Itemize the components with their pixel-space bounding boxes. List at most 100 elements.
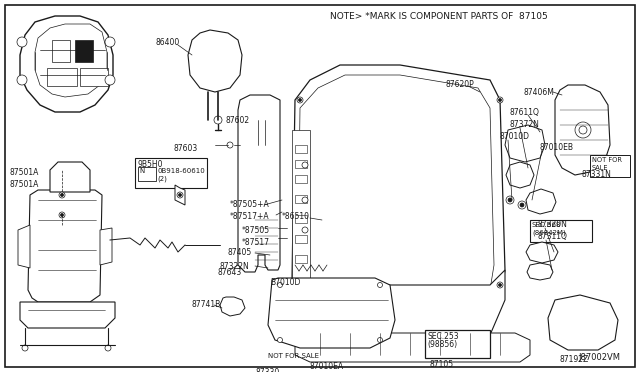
Text: 87192Z: 87192Z bbox=[560, 355, 589, 364]
Circle shape bbox=[297, 282, 303, 288]
Circle shape bbox=[59, 212, 65, 218]
Polygon shape bbox=[295, 270, 505, 345]
Circle shape bbox=[378, 282, 383, 288]
Bar bbox=[295, 175, 307, 183]
Text: N: N bbox=[139, 168, 144, 174]
Text: 87331N: 87331N bbox=[582, 170, 612, 179]
Bar bbox=[295, 215, 307, 223]
Polygon shape bbox=[20, 16, 113, 112]
Polygon shape bbox=[506, 162, 534, 188]
Polygon shape bbox=[175, 185, 185, 205]
Text: 86400: 86400 bbox=[155, 38, 179, 47]
Bar bbox=[52, 40, 70, 62]
Text: 87105: 87105 bbox=[430, 360, 454, 369]
Circle shape bbox=[378, 337, 383, 343]
Circle shape bbox=[278, 282, 282, 288]
Text: SEC.B68: SEC.B68 bbox=[532, 222, 561, 228]
Circle shape bbox=[302, 197, 308, 203]
Polygon shape bbox=[526, 242, 558, 263]
Bar bbox=[295, 235, 307, 243]
Text: *87505: *87505 bbox=[242, 226, 270, 235]
Bar bbox=[47, 68, 77, 86]
Text: *87505+A: *87505+A bbox=[230, 200, 269, 209]
Text: 9B5H0: 9B5H0 bbox=[137, 160, 163, 169]
Text: *87517+A: *87517+A bbox=[230, 212, 269, 221]
Circle shape bbox=[302, 227, 308, 233]
Circle shape bbox=[59, 192, 65, 198]
Polygon shape bbox=[526, 189, 556, 214]
Text: 87372N: 87372N bbox=[510, 120, 540, 129]
Polygon shape bbox=[268, 278, 395, 348]
Circle shape bbox=[499, 283, 502, 286]
Circle shape bbox=[61, 193, 63, 196]
Text: SEC.253: SEC.253 bbox=[427, 332, 459, 341]
Text: 87501A: 87501A bbox=[10, 180, 40, 189]
Text: NOTE> *MARK IS COMPONENT PARTS OF  87105: NOTE> *MARK IS COMPONENT PARTS OF 87105 bbox=[330, 12, 548, 21]
Circle shape bbox=[227, 142, 233, 148]
Text: 87330: 87330 bbox=[255, 368, 279, 372]
Text: 87501A: 87501A bbox=[10, 168, 40, 177]
Text: 87010EA: 87010EA bbox=[310, 362, 344, 371]
Polygon shape bbox=[28, 190, 102, 302]
Circle shape bbox=[302, 162, 308, 168]
Polygon shape bbox=[220, 297, 245, 316]
Circle shape bbox=[179, 193, 182, 196]
Text: 87010D: 87010D bbox=[500, 132, 530, 141]
Polygon shape bbox=[527, 263, 553, 280]
Circle shape bbox=[520, 203, 524, 207]
Text: 87620P: 87620P bbox=[445, 80, 474, 89]
Polygon shape bbox=[555, 85, 610, 175]
Circle shape bbox=[17, 75, 27, 85]
Polygon shape bbox=[505, 125, 545, 162]
Polygon shape bbox=[20, 302, 115, 328]
Text: 87010EB: 87010EB bbox=[540, 143, 574, 152]
Circle shape bbox=[17, 37, 27, 47]
Polygon shape bbox=[548, 295, 618, 350]
Text: NOT FOR SALE: NOT FOR SALE bbox=[268, 353, 319, 359]
Circle shape bbox=[214, 116, 222, 124]
Text: *87517: *87517 bbox=[242, 238, 270, 247]
Circle shape bbox=[579, 126, 587, 134]
Polygon shape bbox=[100, 228, 112, 265]
Polygon shape bbox=[18, 225, 30, 268]
Bar bbox=[590, 155, 630, 177]
Circle shape bbox=[22, 345, 28, 351]
Circle shape bbox=[506, 196, 514, 204]
Polygon shape bbox=[188, 30, 242, 92]
Text: SALE: SALE bbox=[592, 165, 609, 171]
Bar bbox=[295, 195, 307, 203]
Circle shape bbox=[497, 282, 503, 288]
Text: B7010D: B7010D bbox=[270, 278, 300, 287]
Circle shape bbox=[298, 283, 301, 286]
Text: J87002VM: J87002VM bbox=[578, 353, 620, 362]
Text: 87322N: 87322N bbox=[220, 262, 250, 271]
Circle shape bbox=[499, 99, 502, 102]
Bar bbox=[75, 40, 93, 62]
Text: (2): (2) bbox=[157, 176, 167, 183]
Bar bbox=[138, 167, 156, 181]
Bar bbox=[295, 160, 307, 168]
Bar bbox=[135, 158, 207, 188]
Circle shape bbox=[177, 192, 183, 198]
Text: 87611Q: 87611Q bbox=[510, 108, 540, 117]
Text: 87405: 87405 bbox=[228, 248, 252, 257]
Circle shape bbox=[61, 214, 63, 217]
Circle shape bbox=[297, 97, 303, 103]
Text: NOT FOR: NOT FOR bbox=[592, 157, 622, 163]
Text: 87741B: 87741B bbox=[192, 300, 221, 309]
Bar bbox=[425, 330, 490, 358]
Polygon shape bbox=[298, 75, 494, 307]
Circle shape bbox=[508, 198, 512, 202]
Bar bbox=[295, 145, 307, 153]
Circle shape bbox=[105, 37, 115, 47]
Circle shape bbox=[298, 99, 301, 102]
Circle shape bbox=[518, 201, 526, 209]
Circle shape bbox=[575, 122, 591, 138]
Circle shape bbox=[278, 337, 282, 343]
Polygon shape bbox=[238, 95, 280, 272]
Text: 87602: 87602 bbox=[225, 116, 249, 125]
Text: *86510: *86510 bbox=[282, 212, 310, 221]
Bar bbox=[295, 255, 307, 263]
Circle shape bbox=[105, 75, 115, 85]
Polygon shape bbox=[292, 130, 310, 280]
